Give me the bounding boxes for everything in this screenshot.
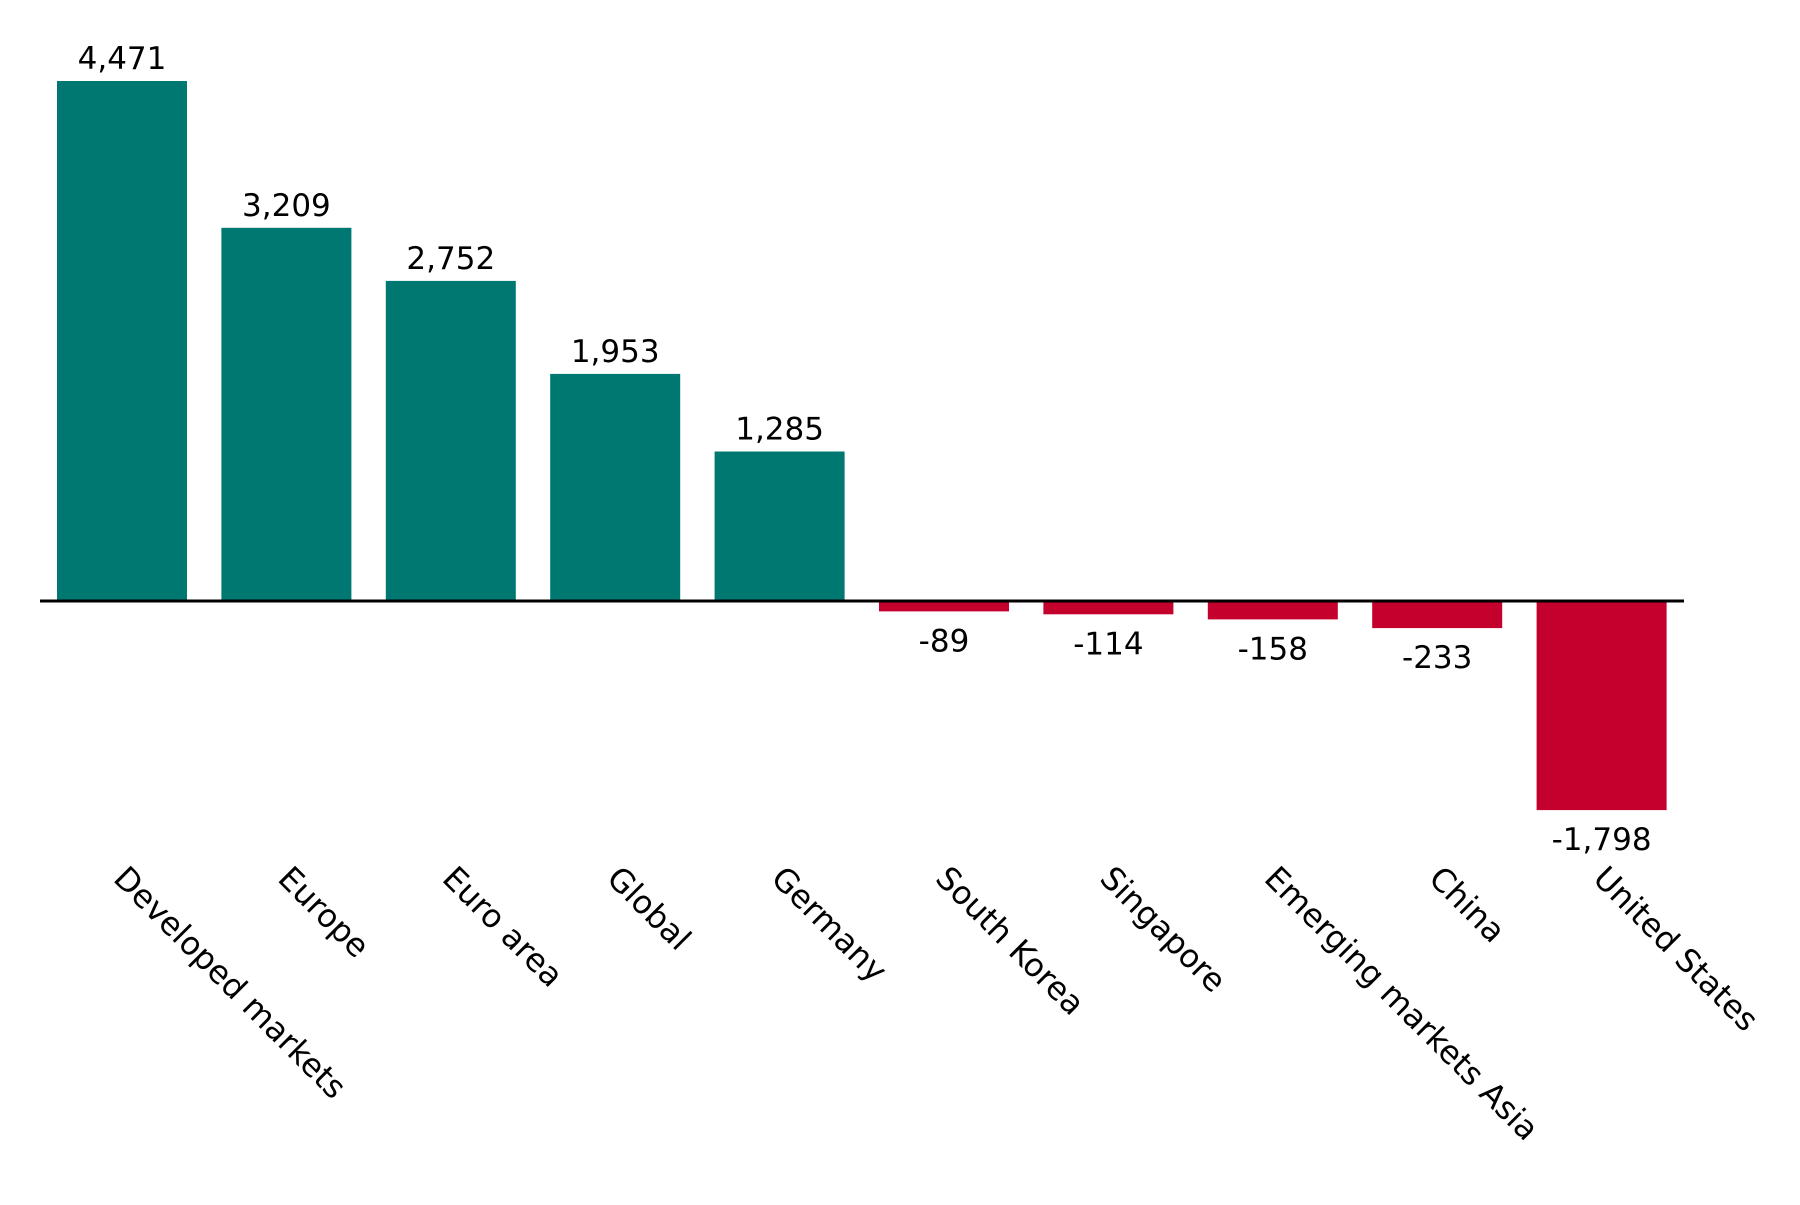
category-label-emerging-markets-asia: Emerging markets Asia [1257,859,1546,1148]
value-label-emerging-markets-asia: -158 [1238,631,1308,667]
value-label-china: -233 [1402,640,1472,676]
category-label-south-korea: South Korea [928,859,1092,1023]
bar-euro-area [385,280,516,601]
value-label-global: 1,953 [571,334,660,370]
value-label-south-korea: -89 [919,623,970,659]
category-label-euro-area: Euro area [435,859,571,995]
category-label-china: China [1422,859,1514,951]
value-label-europe: 3,209 [242,188,331,224]
bar-south-korea [879,601,1009,612]
bars-layer [57,81,1667,811]
value-label-germany: 1,285 [735,412,824,448]
bar-global [550,373,681,601]
category-label-singapore: Singapore [1093,859,1234,1000]
bar-emerging-markets-asia [1207,601,1338,620]
bar-developed-markets [57,81,187,601]
bar-germany [714,451,845,601]
value-label-united-states: -1,798 [1552,822,1652,858]
value-label-developed-markets: 4,471 [78,41,167,77]
category-label-europe: Europe [271,859,377,965]
bar-singapore [1043,601,1174,615]
category-label-global: Global [600,859,699,958]
category-label-germany: Germany [764,859,895,990]
category-label-united-states: United States [1586,859,1766,1039]
value-label-singapore: -114 [1073,626,1143,662]
bar-china [1372,601,1503,629]
value-label-euro-area: 2,752 [406,241,495,277]
value-labels-layer: 4,471 3,209 2,752 1,953 1,285 -89 -114 -158 -233… [78,41,1652,858]
bar-united-states [1536,601,1667,811]
bar-europe [221,227,352,602]
